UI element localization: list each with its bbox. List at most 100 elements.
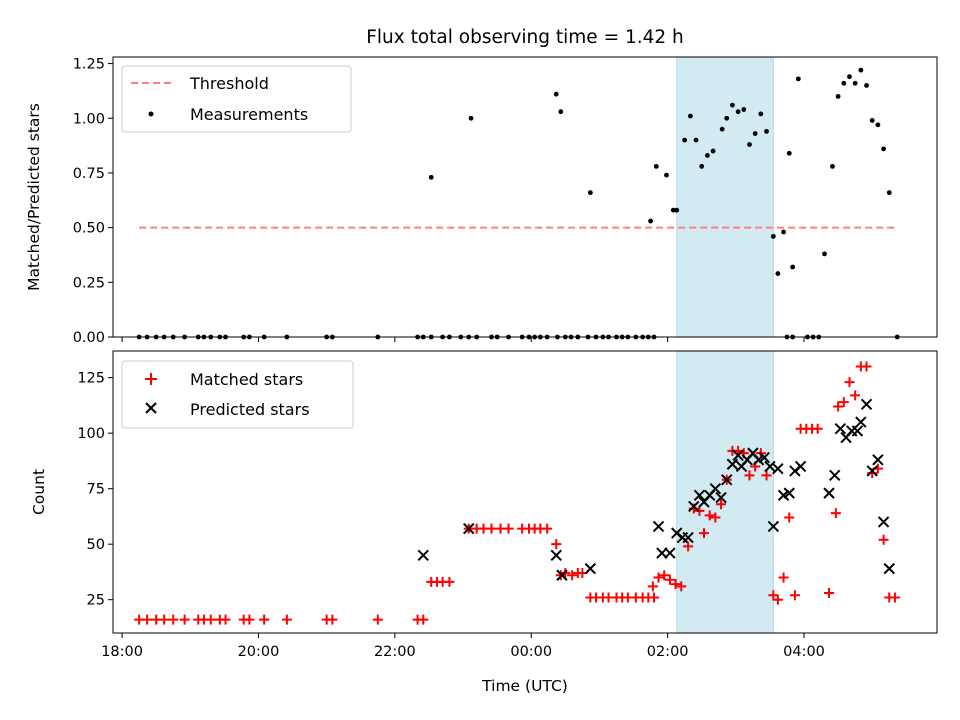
matched-point — [710, 512, 721, 523]
matched-point — [205, 614, 216, 625]
measurement-point — [781, 229, 786, 235]
top-x-ticks — [121, 337, 805, 342]
top-legend: Threshold Measurements — [121, 65, 352, 133]
matched-point — [542, 523, 553, 534]
predicted-point — [652, 520, 665, 533]
matched-point — [179, 614, 190, 625]
predicted-point — [851, 425, 864, 437]
predicted-point — [709, 482, 722, 495]
bottom-y-axis-label: Count — [30, 469, 48, 515]
predicted-point — [872, 454, 884, 466]
measurement-point — [830, 163, 835, 169]
x-tick-label: 18:00 — [101, 644, 143, 660]
x-axis-label: Time (UTC) — [481, 677, 568, 695]
top-shaded-region — [676, 56, 774, 338]
measurement-point — [687, 113, 693, 119]
bottom-y-axis: 25 50 75 100 125 — [77, 371, 113, 609]
predicted-point — [829, 469, 841, 482]
matched-point — [327, 614, 338, 625]
matched-point — [833, 401, 844, 412]
top-y-axis: 0.00 0.25 0.50 0.75 1.00 1.25 — [73, 57, 113, 346]
measurement-point — [553, 91, 559, 97]
bottom-plot-frame — [112, 350, 938, 634]
predicted-point — [877, 516, 890, 528]
predicted-point — [783, 487, 795, 499]
legend-threshold-label: Threshold — [189, 74, 269, 93]
x-tick-label: 20:00 — [238, 644, 280, 660]
measurement-point — [835, 93, 841, 99]
matched-point — [551, 539, 562, 550]
matched-point — [861, 361, 872, 372]
measurement-point — [752, 131, 758, 136]
top-y-axis-label: Matched/Predicted stars — [25, 103, 43, 291]
predicted-point — [823, 487, 835, 499]
matched-point — [772, 594, 783, 605]
measurement-point — [741, 107, 747, 112]
predicted-point — [764, 460, 776, 473]
measurement-point — [719, 126, 725, 132]
legend-measurements-swatch — [148, 111, 154, 117]
matched-point — [281, 614, 292, 625]
matched-point — [372, 614, 383, 625]
matched-point — [699, 528, 710, 539]
measurement-point — [428, 174, 434, 180]
y-tick-label: 75 — [87, 482, 105, 498]
measurement-point — [710, 148, 716, 154]
predicted-point — [732, 449, 744, 462]
x-tick-label: 02:00 — [647, 644, 689, 660]
matched-point — [659, 570, 670, 581]
measurement-point — [670, 207, 676, 213]
measurement-point — [841, 80, 847, 86]
matched-point — [683, 541, 694, 552]
measurement-point — [653, 163, 659, 169]
y-tick-label: 25 — [87, 593, 105, 609]
predicted-point — [866, 465, 878, 477]
matched-point — [168, 614, 179, 625]
matched-point — [789, 590, 800, 601]
y-tick-label: 0.00 — [73, 330, 105, 346]
matched-point — [694, 505, 705, 516]
predicted-point — [767, 520, 780, 533]
matched-point — [844, 377, 855, 388]
predicted-point — [721, 474, 733, 486]
matched-point — [850, 390, 861, 401]
matched-point — [670, 579, 681, 590]
bottom-x-axis: 18:00 20:00 22:00 00:00 02:00 04:00 — [101, 633, 825, 660]
matched-point — [647, 581, 658, 592]
measurement-point — [875, 122, 881, 128]
predicted-point — [664, 547, 676, 559]
matched-point — [486, 523, 497, 534]
matched-point — [259, 614, 270, 625]
y-tick-label: 125 — [77, 371, 105, 387]
y-tick-label: 0.25 — [73, 275, 105, 291]
measurement-point — [852, 80, 858, 86]
matched-point — [444, 576, 455, 587]
predicted-point — [855, 416, 867, 428]
x-tick-label: 04:00 — [783, 644, 825, 660]
y-tick-label: 100 — [77, 426, 105, 442]
matched-point — [761, 470, 772, 481]
matched-point — [244, 614, 255, 625]
matched-point — [830, 508, 841, 519]
matched-point — [889, 592, 900, 603]
measurement-point — [822, 251, 827, 257]
matched-point — [567, 570, 578, 581]
measurement-point — [587, 190, 593, 196]
matched-point — [159, 614, 170, 625]
y-tick-label: 1.25 — [73, 57, 105, 73]
measurement-point — [468, 115, 474, 121]
measurement-point — [886, 190, 892, 196]
measurement-point — [881, 146, 886, 152]
top-panel: Flux total observing time = 1.42 h 0.000… — [25, 27, 938, 346]
matched-point — [704, 510, 715, 521]
bottom-legend: Matched stars Predicted stars — [121, 360, 354, 429]
matched-point — [648, 592, 659, 603]
legend-matched-swatch — [145, 373, 157, 385]
measurement-point — [664, 172, 669, 178]
measurement-point — [764, 128, 769, 134]
y-tick-label: 1.00 — [73, 111, 105, 127]
top-plot-frame — [112, 56, 938, 338]
measurement-point — [693, 137, 699, 143]
bottom-shaded-region — [676, 350, 774, 634]
